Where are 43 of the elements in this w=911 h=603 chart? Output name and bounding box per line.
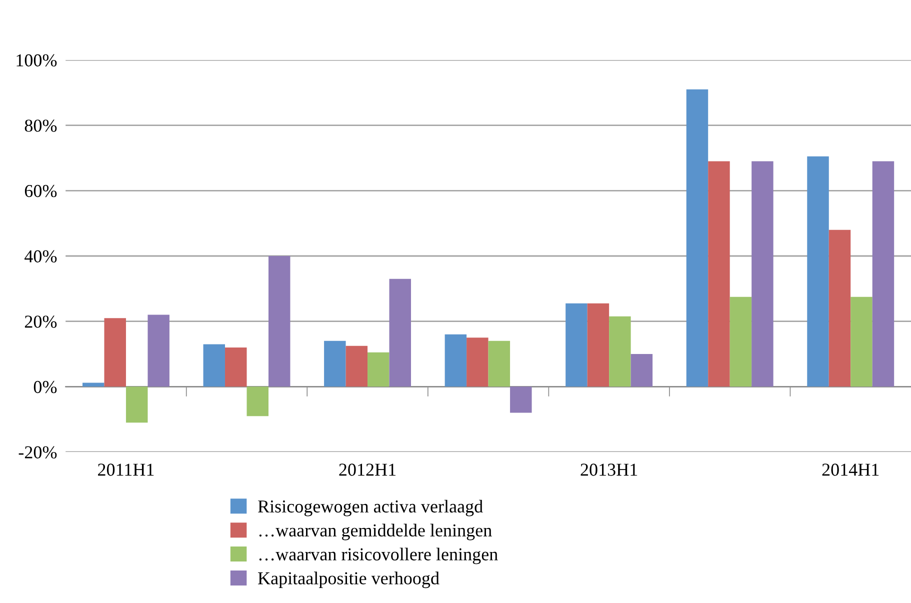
bar xyxy=(752,161,774,387)
bar xyxy=(630,354,653,387)
bar xyxy=(686,89,708,387)
legend-label: …waarvan gemiddelde leningen xyxy=(259,524,492,540)
bar xyxy=(488,340,510,387)
bar xyxy=(148,314,170,387)
bar xyxy=(203,344,226,387)
bar xyxy=(389,278,411,387)
y-tick-label: 100% xyxy=(16,54,57,66)
bar xyxy=(268,256,290,387)
y-tick-label: 0% xyxy=(34,380,57,394)
x-tick-label: 2013H1 xyxy=(580,464,638,476)
y-tick-label: 60% xyxy=(24,184,57,198)
bar xyxy=(466,338,488,387)
legend-label: …waarvan risicovollere leningen xyxy=(259,548,498,564)
bar xyxy=(225,347,247,387)
bar xyxy=(850,296,872,387)
bar xyxy=(807,156,829,387)
bar xyxy=(246,386,268,416)
bar xyxy=(730,296,752,387)
bar xyxy=(126,386,148,423)
bar xyxy=(872,161,894,387)
bar xyxy=(587,303,610,387)
x-tick-label: 2011H1 xyxy=(98,464,154,476)
bar xyxy=(609,316,631,387)
bar xyxy=(346,346,368,387)
y-tick-label: 20% xyxy=(24,316,57,328)
bar xyxy=(324,340,346,387)
bar xyxy=(444,334,467,387)
x-tick-label: 2012H1 xyxy=(339,464,396,476)
y-tick-label: -20% xyxy=(18,446,57,458)
legend-label: Risicogewogen activa verlaagd xyxy=(258,500,483,516)
y-tick-label: 40% xyxy=(24,250,57,262)
bar xyxy=(828,230,851,387)
bar xyxy=(82,382,104,387)
legend-label: Kapitaalpositie verhoogd xyxy=(258,572,440,588)
bar xyxy=(566,303,588,387)
y-tick-label: 80% xyxy=(24,120,57,132)
bar xyxy=(368,352,390,387)
bar xyxy=(708,161,730,387)
bar xyxy=(104,318,126,387)
bar xyxy=(510,386,532,413)
x-tick-label: 2014H1 xyxy=(822,464,879,476)
